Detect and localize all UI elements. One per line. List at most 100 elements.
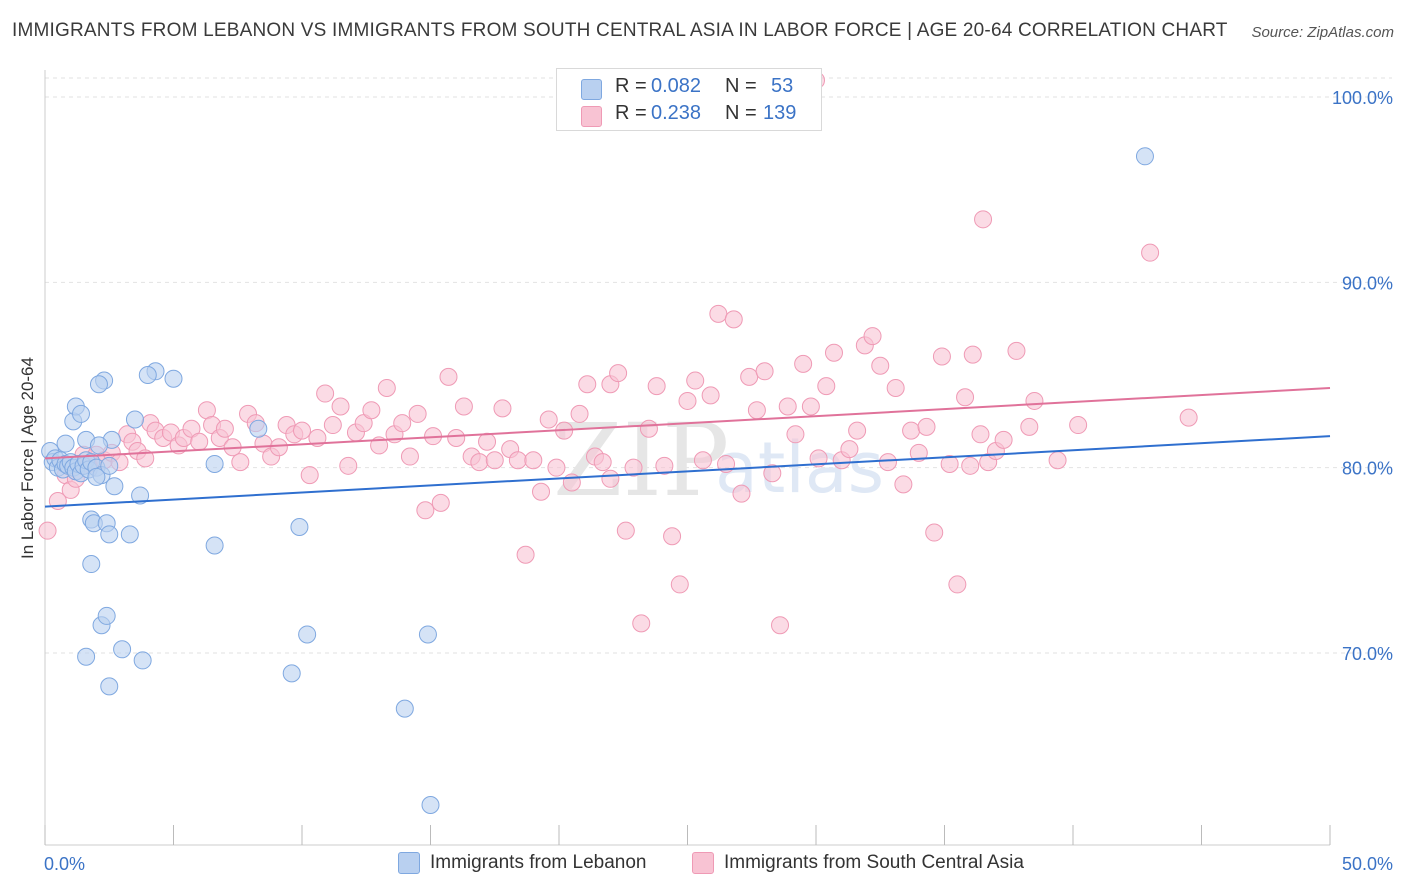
data-point [133, 651, 152, 670]
data-point [817, 377, 836, 396]
data-point [100, 677, 119, 696]
chart-title: IMMIGRANTS FROM LEBANON VS IMMIGRANTS FR… [12, 20, 1228, 41]
data-point [794, 354, 813, 373]
legend-swatch-lebanon [581, 79, 602, 100]
data-point [678, 391, 697, 410]
data-point [231, 453, 250, 472]
data-point [282, 664, 301, 683]
data-point [786, 425, 805, 444]
stats-legend: R = 0.082 N = 53 R = 0.238 N = 139 [556, 68, 822, 131]
data-point [578, 375, 597, 394]
data-point [547, 458, 566, 477]
bottom-legend-sca: Immigrants from South Central Asia [724, 852, 1024, 873]
legend-n-label: N = [725, 75, 757, 97]
data-point [339, 456, 358, 475]
data-point [1069, 416, 1088, 435]
data-point [948, 575, 967, 594]
legend-r-sca: 0.238 [651, 102, 702, 124]
data-point [755, 362, 774, 381]
data-point [624, 458, 643, 477]
data-point [956, 388, 975, 407]
data-point [316, 384, 335, 403]
data-point [38, 521, 57, 540]
series-south-central-asia [38, 71, 1198, 635]
data-point [470, 453, 489, 472]
data-point [454, 397, 473, 416]
data-point [963, 345, 982, 364]
data-point [71, 404, 90, 423]
data-point [932, 347, 951, 366]
data-point [974, 210, 993, 229]
trend-line [44, 435, 1331, 508]
data-point [431, 493, 450, 512]
data-point [693, 451, 712, 470]
data-point [1025, 391, 1044, 410]
data-point [485, 451, 504, 470]
data-point [894, 475, 913, 494]
data-point [994, 430, 1013, 449]
data-point [362, 401, 381, 420]
data-point [100, 525, 119, 544]
data-point [516, 545, 535, 564]
data-point [393, 414, 412, 433]
data-point [205, 536, 224, 555]
y-tick-label: 100.0% [1332, 88, 1393, 108]
data-point [771, 616, 790, 635]
data-point [809, 449, 828, 468]
legend-n-sca: 139 [763, 102, 797, 124]
data-point [686, 371, 705, 390]
data-point [131, 486, 150, 505]
data-point [632, 614, 651, 633]
data-point [416, 501, 435, 520]
data-point [269, 438, 288, 457]
data-point [77, 647, 96, 666]
data-point [647, 377, 666, 396]
data-point [249, 419, 268, 438]
data-point [136, 449, 155, 468]
data-point [395, 699, 414, 718]
data-point [478, 432, 497, 451]
data-point [871, 356, 890, 375]
data-point [1179, 408, 1198, 427]
data-point [1020, 417, 1039, 436]
data-point [670, 575, 689, 594]
data-point [961, 456, 980, 475]
legend-r-label: R = [615, 102, 647, 124]
data-point [709, 304, 728, 323]
y-tick-label: 70.0% [1342, 644, 1393, 664]
legend-r-label: R = [615, 75, 647, 97]
data-point [164, 369, 183, 388]
data-point [205, 454, 224, 473]
data-point [439, 367, 458, 386]
data-point [125, 410, 144, 429]
data-point [763, 464, 782, 483]
y-tick-label: 80.0% [1342, 459, 1393, 479]
data-point [1007, 341, 1026, 360]
data-point [801, 397, 820, 416]
data-point [418, 625, 437, 644]
legend-r-lebanon: 0.082 [651, 75, 702, 97]
trend-lines [44, 386, 1331, 508]
gridlines [45, 77, 1392, 654]
bottom-legend-swatch-lebanon [398, 852, 420, 874]
data-point [290, 517, 309, 536]
data-point [215, 419, 234, 438]
data-point [601, 469, 620, 488]
data-point [105, 477, 124, 496]
data-point [701, 386, 720, 405]
data-point [89, 375, 108, 394]
data-point [778, 397, 797, 416]
data-point [1048, 451, 1067, 470]
data-point [616, 521, 635, 540]
data-point [298, 625, 317, 644]
series-lebanon [41, 147, 1154, 814]
data-point [570, 404, 589, 423]
data-point [593, 453, 612, 472]
legend-swatch-sca [581, 106, 602, 127]
data-point [331, 397, 350, 416]
data-point [532, 482, 551, 501]
data-point [902, 421, 921, 440]
data-point [848, 421, 867, 440]
source-label: Source: ZipAtlas.com [1251, 24, 1394, 41]
data-point [971, 425, 990, 444]
